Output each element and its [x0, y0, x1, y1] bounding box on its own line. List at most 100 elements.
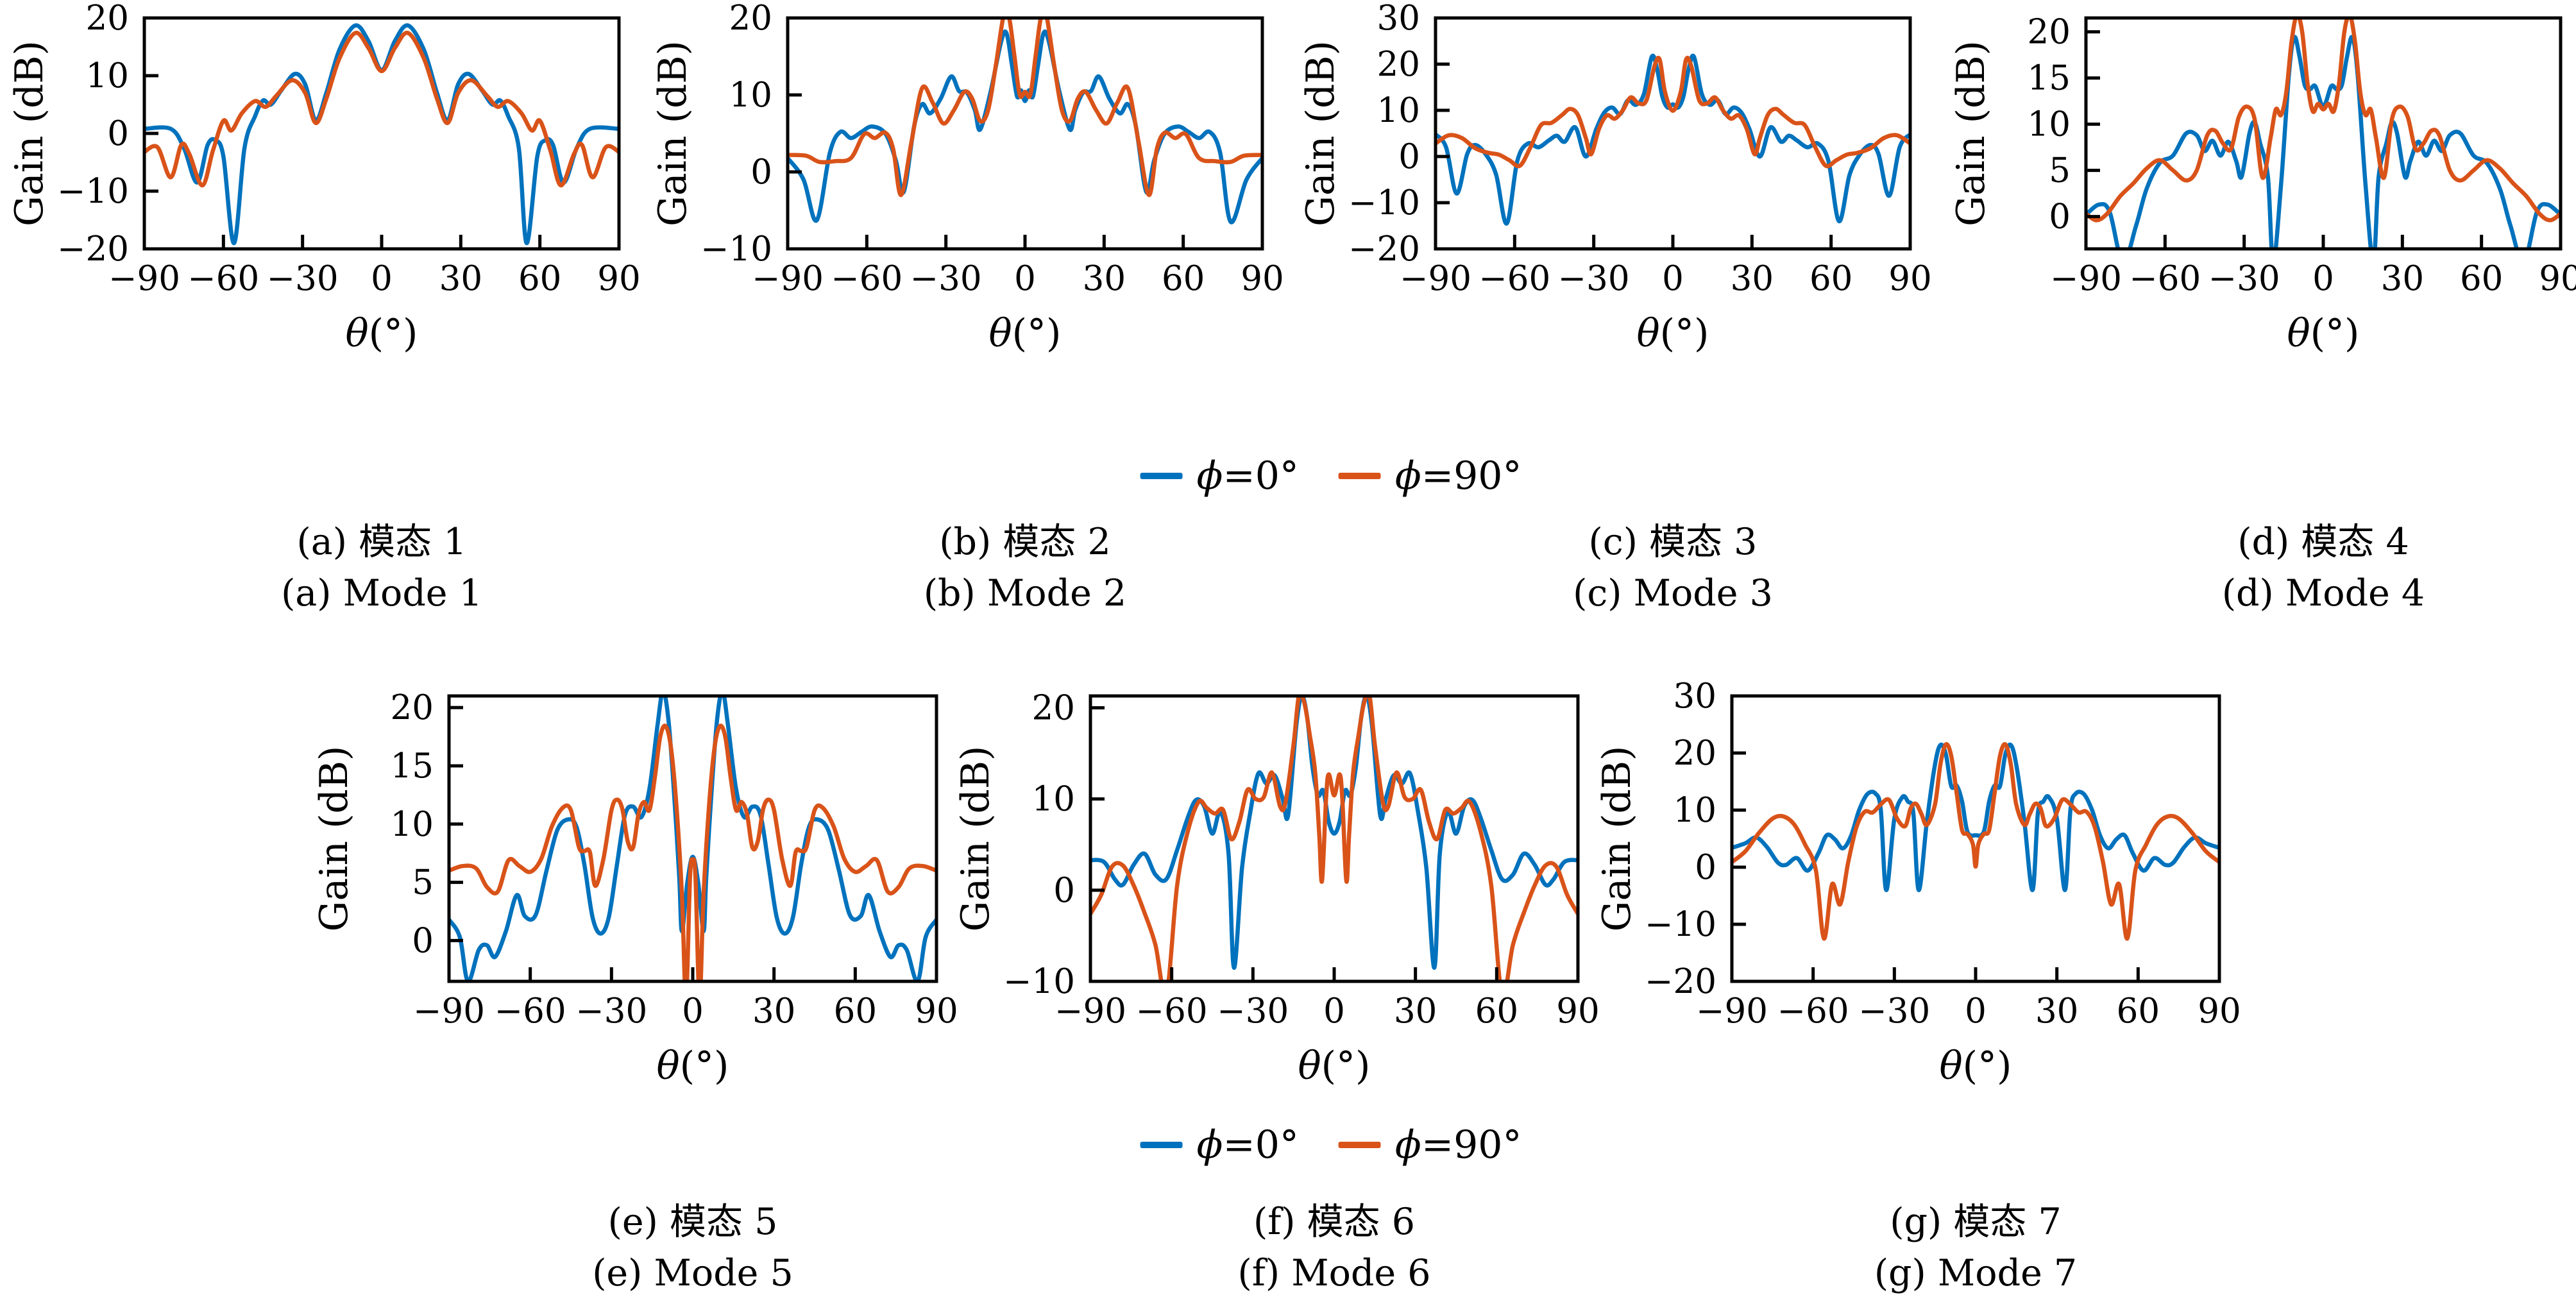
x-axis-label: θ(°) [1940, 1044, 2012, 1088]
y-axis-label: Gain (dB) [1949, 40, 1994, 226]
series-phi0-line-d [2086, 35, 2561, 249]
plot-area-a [144, 23, 619, 246]
legend-line-phi90-icon [1338, 1142, 1381, 1148]
caption-mode7: (g) 模态 7 (g) Mode 7 [1874, 1196, 2077, 1299]
y-tick-label: 20 [2028, 13, 2071, 52]
y-axis-label: Gain (dB) [312, 746, 357, 932]
series-phi90-line-e [449, 724, 936, 981]
y-tick-label: −10 [700, 230, 772, 269]
x-tick-label: 0 [682, 992, 704, 1031]
series-phi0-line-g [1732, 742, 2219, 892]
x-tick-label: 0 [1965, 992, 1987, 1031]
caption-mode5: (e) 模态 5 (e) Mode 5 [592, 1196, 793, 1299]
y-tick-label: 10 [1377, 91, 1420, 130]
y-tick-label: 10 [1674, 791, 1716, 830]
caption-en: (a) Mode 1 [281, 572, 482, 614]
x-tick-label: 90 [1556, 992, 1599, 1031]
phi-value: =0° [1223, 1122, 1299, 1167]
x-tick-label: −30 [1558, 259, 1630, 298]
caption-zh: (a) 模态 1 [296, 521, 467, 563]
caption-en: (e) Mode 5 [592, 1252, 793, 1294]
legend-label-phi90: ϕ=90° [1395, 1122, 1522, 1167]
x-tick-label: −60 [187, 259, 259, 298]
x-tick-label: −30 [2208, 259, 2280, 298]
y-tick-label: 0 [2049, 198, 2071, 237]
axes-box-g [1730, 694, 2221, 983]
x-tick-label: −90 [413, 992, 485, 1031]
legend-label-phi0: ϕ=0° [1197, 453, 1299, 498]
y-tick-label: 0 [107, 114, 129, 153]
series-phi90-line-c [1436, 55, 1910, 169]
x-tick-label: 0 [2312, 259, 2334, 298]
axes-box-a [142, 16, 621, 251]
caption-en: (b) Mode 2 [923, 572, 1127, 614]
x-tick-label: −30 [910, 259, 982, 298]
x-tick-label: 30 [439, 259, 482, 298]
x-tick-label: 90 [915, 992, 958, 1031]
axes-box-c [1434, 16, 1912, 251]
x-tick-label: 0 [1662, 259, 1684, 298]
legend-label-phi90: ϕ=90° [1395, 453, 1522, 498]
x-tick-label: −30 [575, 992, 647, 1031]
y-tick-label: 20 [391, 688, 434, 727]
y-axis-label: Gain (dB) [7, 40, 52, 226]
legend-bottom: ϕ=0° ϕ=90° [1140, 1122, 1522, 1167]
y-tick-label: 10 [1032, 780, 1075, 819]
x-tick-label: −60 [495, 992, 566, 1031]
plot-area-f [1090, 696, 1578, 981]
x-tick-label: −90 [108, 259, 180, 298]
y-tick-label: 0 [1695, 848, 1716, 887]
caption-en: (d) Mode 4 [2221, 572, 2425, 614]
y-tick-label: −20 [1348, 230, 1420, 269]
x-tick-label: −60 [1136, 992, 1208, 1031]
legend-line-phi0-icon [1140, 473, 1183, 479]
phi-symbol: ϕ [1196, 1122, 1223, 1167]
caption-en: (f) Mode 6 [1237, 1252, 1431, 1294]
y-tick-label: 0 [1053, 871, 1075, 910]
x-tick-label: 90 [1888, 259, 1931, 298]
plot-area-e [449, 696, 936, 981]
phi-value: =90° [1421, 453, 1522, 498]
series-phi0-line-f [1090, 696, 1578, 970]
y-tick-label: −10 [57, 172, 129, 211]
x-tick-label: −90 [1055, 992, 1126, 1031]
legend-label-phi0: ϕ=0° [1197, 1122, 1299, 1167]
caption-zh: (d) 模态 4 [2237, 521, 2409, 563]
x-tick-label: 90 [2539, 259, 2576, 298]
legend-item-phi90: ϕ=90° [1338, 453, 1522, 498]
plot-area-d [2086, 18, 2561, 249]
chart-mode3: −90 −60 −30 0 30 60 90 −20 −10 0 10 20 30 θ(°) Gain (d… [1298, 0, 1932, 356]
chart-mode6: −90 −60 −30 0 30 60 90 −10 0 10 20 θ(°) Gain (dB) [953, 688, 1600, 1088]
x-tick-label: 0 [1323, 992, 1345, 1031]
series-phi90-line-d [2086, 18, 2561, 223]
series-phi0-line-a [144, 23, 619, 246]
y-tick-label: 20 [1032, 688, 1075, 727]
y-axis-label: Gain (dB) [1298, 40, 1343, 226]
y-tick-label: 5 [412, 863, 434, 902]
caption-mode4: (d) 模态 4 (d) Mode 4 [2222, 516, 2425, 619]
y-tick-label: 20 [1377, 45, 1420, 84]
x-tick-label: 30 [1083, 259, 1126, 298]
x-tick-label: 30 [1394, 992, 1437, 1031]
x-tick-label: 30 [1731, 259, 1774, 298]
caption-mode6: (f) 模态 6 (f) Mode 6 [1238, 1196, 1431, 1299]
x-tick-label: 30 [2035, 992, 2078, 1031]
y-tick-label: 0 [1398, 137, 1420, 176]
x-tick-label: 60 [1809, 259, 1852, 298]
series-phi90-line-f [1090, 696, 1578, 981]
x-tick-label: −90 [1400, 259, 1471, 298]
y-tick-label: −10 [1348, 183, 1420, 223]
x-axis-label: θ(°) [2287, 311, 2360, 356]
x-axis-label: θ(°) [989, 311, 1062, 356]
axes-box-e [447, 694, 938, 983]
series-phi90-line-g [1732, 741, 2219, 941]
x-tick-label: 60 [1162, 259, 1205, 298]
phi-value: =0° [1223, 453, 1299, 498]
axes-box-d [2084, 16, 2563, 251]
y-tick-label: 0 [412, 921, 434, 960]
y-tick-label: 10 [391, 805, 434, 844]
y-tick-label: 30 [1674, 677, 1716, 716]
x-tick-label: −30 [267, 259, 339, 298]
y-tick-label: −20 [1645, 962, 1716, 1001]
